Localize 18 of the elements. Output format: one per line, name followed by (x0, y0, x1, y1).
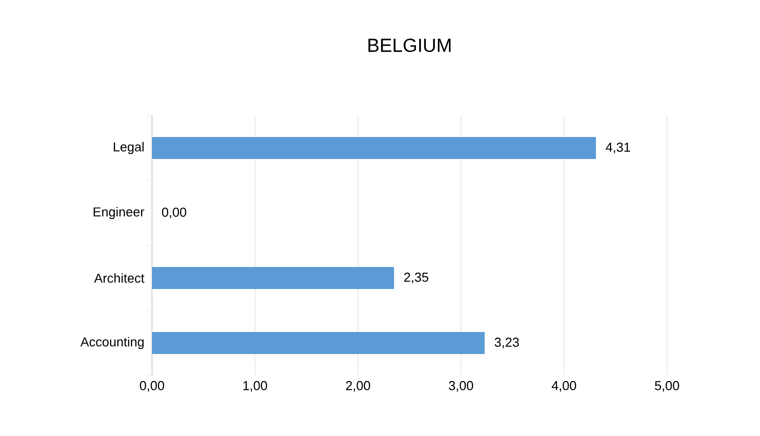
x-tick-label: 0,00 (140, 381, 164, 392)
y-tick-label: Engineer (94, 206, 144, 220)
chart-title: BELGIUM (368, 38, 451, 52)
data-label: 3,23 (494, 338, 519, 348)
data-label: 0,00 (162, 208, 186, 218)
y-tick-label: Architect (94, 273, 144, 283)
bar (152, 136, 596, 160)
x-tick-label: 4,00 (552, 381, 576, 392)
x-tick-label: 3,00 (448, 381, 474, 392)
data-label: 4,31 (606, 142, 630, 154)
y-tick-label: Legal (114, 142, 144, 154)
x-tick-label: 2,00 (346, 381, 370, 392)
bar (152, 266, 394, 290)
data-label: 2,35 (404, 272, 428, 284)
x-tick-label: 1,00 (243, 381, 268, 392)
y-tick-label: Accounting (80, 336, 144, 350)
bar (152, 332, 485, 354)
x-tick-label: 5,00 (654, 381, 680, 392)
